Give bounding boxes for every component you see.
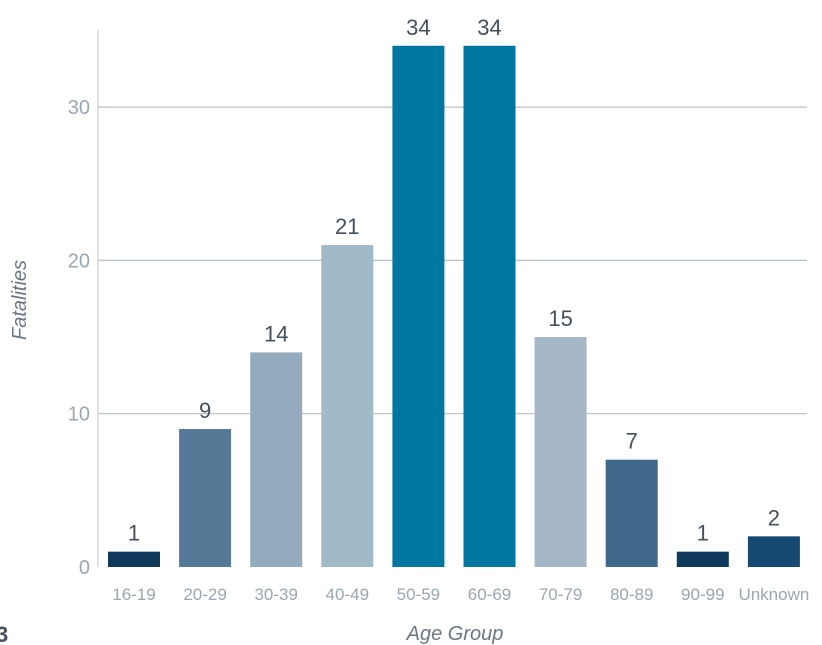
x-tick-label: 40-49 [326,585,369,604]
x-tick-label: 90-99 [681,585,724,604]
bar [747,536,800,567]
bar [108,551,160,567]
bar [463,45,516,567]
y-tick-label: 0 [79,557,90,579]
y-axis-ticks: 0 10 20 30 [68,97,90,579]
bar [534,337,587,567]
x-tick-label: 30-39 [254,585,297,604]
x-tick-label: 16-19 [112,585,155,604]
data-label: 9 [199,398,211,423]
y-tick-label: 30 [68,97,90,119]
data-label: 1 [128,521,140,546]
x-axis-title: Age Group [406,623,504,645]
x-tick-label: Unknown [738,585,809,604]
x-tick-label: 60-69 [468,585,511,604]
data-label: 34 [477,15,501,40]
data-label: 34 [406,15,430,40]
x-tick-label: 70-79 [539,585,582,604]
y-axis-title: Fatalities [9,260,31,340]
bars [108,45,800,567]
bar [392,45,445,567]
data-labels: 1 9 14 21 34 34 15 7 1 2 [128,15,780,546]
bar [250,352,303,567]
data-label: 21 [335,214,359,239]
y-tick-label: 10 [68,404,90,426]
bar [321,245,374,567]
x-tick-label: 50-59 [397,585,440,604]
x-tick-label: 20-29 [183,585,226,604]
page-number-fragment: 3 [0,622,8,645]
data-label: 1 [697,521,709,546]
bar [179,429,232,567]
data-label: 15 [548,306,572,331]
bar [605,459,658,567]
bar [676,551,729,567]
y-tick-label: 20 [68,250,90,272]
data-label: 2 [768,505,780,530]
grid-lines [98,106,807,415]
x-tick-label: 80-89 [610,585,653,604]
data-label: 14 [264,321,288,346]
data-label: 7 [626,429,638,454]
x-axis-ticks: 16-19 20-29 30-39 40-49 50-59 60-69 70-79 80-89… [112,585,809,604]
